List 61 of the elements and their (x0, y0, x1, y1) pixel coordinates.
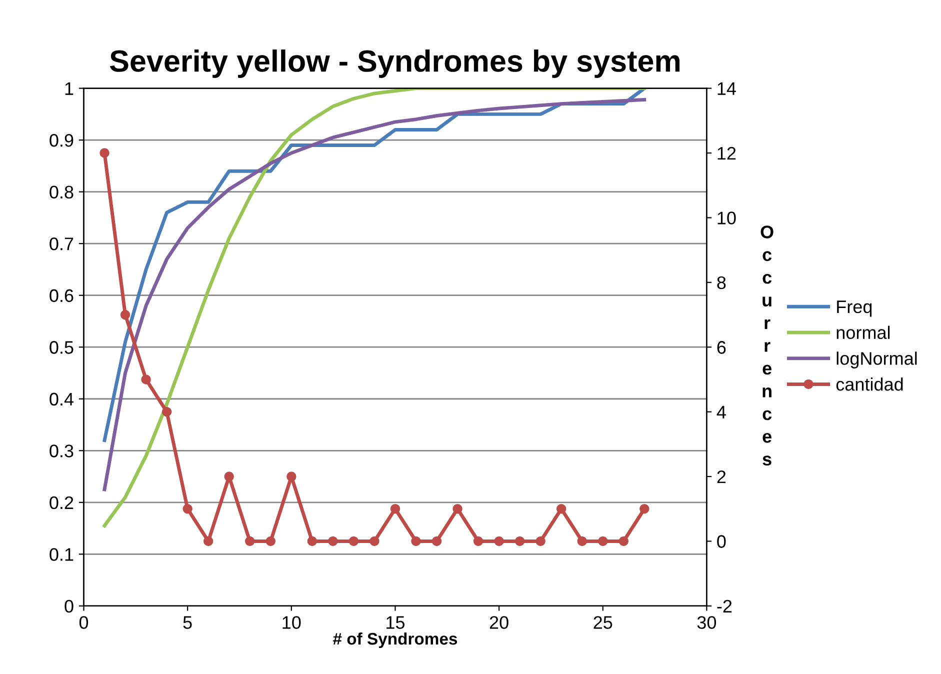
point (348, 536, 359, 546)
point (452, 504, 462, 514)
y-tick-label: 0.7 (50, 238, 74, 250)
point (100, 148, 110, 158)
point (598, 536, 608, 546)
point (266, 536, 276, 546)
point (494, 536, 504, 546)
point (432, 536, 442, 546)
y2-tick-label: 0 (717, 535, 726, 548)
y-tick-label: 0.4 (50, 392, 74, 406)
y2-tick-label: 8 (717, 276, 726, 290)
y-tick-label: 0.6 (50, 289, 74, 302)
y2-tick-label: 14 (718, 82, 736, 95)
y2-tick-label: -2 (717, 600, 732, 612)
x-tick-label: 25 (594, 616, 612, 629)
y-tick-label: 0.2 (50, 496, 74, 510)
y-tick-label: 0.8 (50, 186, 74, 199)
text: Occurrences (760, 226, 774, 466)
y-tick-label: 0 (64, 600, 74, 613)
point (536, 536, 546, 546)
point (182, 504, 192, 514)
point (411, 536, 421, 546)
y2-tick-label: 12 (718, 146, 736, 160)
point (514, 536, 525, 546)
y-tick-label: 0.1 (50, 548, 74, 561)
legend-label: normal (836, 326, 890, 340)
y2-tick-label: 10 (718, 212, 736, 224)
y-tick-label: 1 (65, 82, 74, 95)
point (286, 472, 296, 482)
x-tick-label: 30 (697, 616, 716, 629)
point (245, 536, 255, 546)
x-tick-label: 10 (282, 616, 301, 629)
x-tick-label: 0 (79, 616, 88, 629)
point (120, 310, 130, 320)
x-axis-title: # of Syndromes (332, 632, 458, 648)
y2-tick-label: 6 (717, 341, 726, 354)
y-tick-label: 0.5 (50, 341, 74, 354)
y-tick-label: 0.3 (50, 444, 74, 458)
y2-tick-label: 4 (716, 406, 726, 418)
x-tick-label: 5 (183, 616, 192, 629)
legend-label: cantidad (836, 377, 903, 391)
point (328, 536, 338, 546)
point (390, 504, 400, 514)
point (618, 536, 628, 546)
x-tick-label: 20 (490, 616, 508, 629)
point (203, 536, 214, 546)
legend-label: Freq (837, 300, 872, 317)
y-tick-label: 0.9 (50, 134, 74, 147)
point (370, 536, 380, 546)
point (577, 536, 587, 546)
y2-tick-label: 2 (717, 470, 726, 484)
chart-title: Severity yellow - Syndromes by system (110, 49, 680, 78)
point (307, 536, 318, 546)
point (224, 472, 234, 482)
point (473, 536, 484, 546)
x-tick-label: 15 (386, 616, 405, 629)
point (556, 504, 566, 514)
point (162, 406, 172, 417)
point (640, 504, 650, 514)
legend-label: logNormal (836, 352, 917, 368)
point (141, 374, 151, 384)
